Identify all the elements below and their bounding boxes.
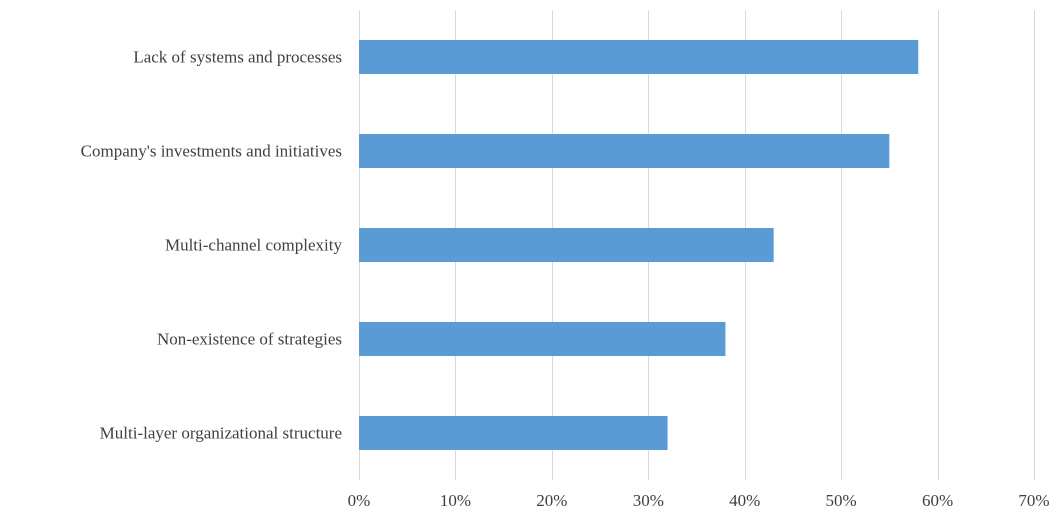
x-tick-label: 70% (1018, 491, 1049, 510)
category-label: Multi-layer organizational structure (100, 424, 342, 443)
category-label: Multi-channel complexity (165, 236, 343, 255)
category-label: Non-existence of strategies (157, 330, 342, 349)
x-tick-label: 30% (633, 491, 664, 510)
bar (359, 134, 890, 168)
x-tick-label: 40% (729, 491, 760, 510)
bar (359, 416, 668, 450)
x-tick-label: 20% (536, 491, 567, 510)
bar (359, 322, 726, 356)
bars (359, 40, 919, 450)
x-tick-label: 10% (440, 491, 471, 510)
x-tick-label: 60% (922, 491, 953, 510)
x-tick-label: 0% (348, 491, 371, 510)
category-label: Lack of systems and processes (133, 48, 342, 67)
category-labels: Lack of systems and processes Company's i… (81, 48, 343, 443)
x-axis-tick-labels: 0% 10% 20% 30% 40% 50% 60% 70% (348, 491, 1050, 510)
x-tick-label: 50% (826, 491, 857, 510)
bar (359, 40, 919, 74)
category-label: Company's investments and initiatives (81, 142, 342, 161)
bar (359, 228, 774, 262)
